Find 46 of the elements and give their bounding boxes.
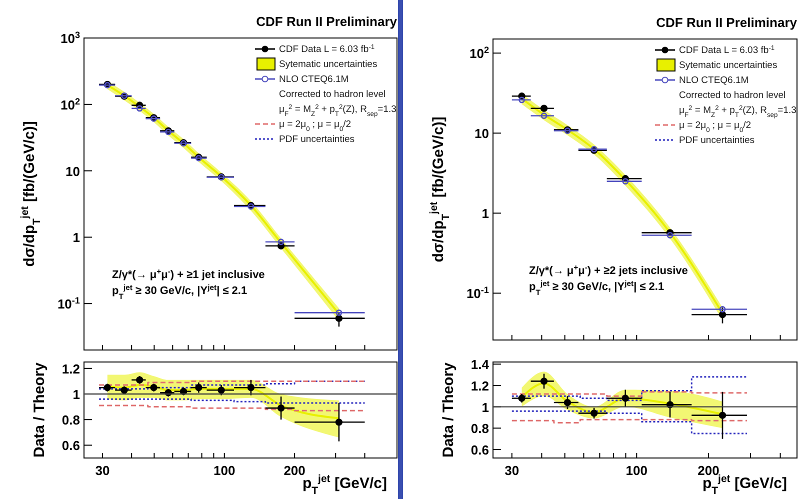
- text: μ = 2μ$_{0}$ ; μ = μ$_{0}$/2: [679, 120, 752, 134]
- legend-label: CDF Data L = 6.03 fb$^{-1}$: [679, 44, 775, 56]
- x-tick-label: 200: [698, 463, 720, 478]
- y-tick-label: 0.6: [62, 438, 80, 454]
- y-tick-label: 10: [474, 126, 489, 142]
- x-tick-label: 30: [504, 463, 520, 478]
- chart-title: CDF Run II Preliminary: [656, 15, 798, 30]
- x-tick-label: 100: [626, 463, 648, 478]
- text: μ = 2μ$_{0}$ ; μ = μ$_{0}$/2: [279, 119, 352, 132]
- y-tick-label: 1.2: [470, 378, 489, 394]
- y-tick-label: 1: [482, 400, 489, 415]
- y-tick-label: 10$^{2}$: [60, 96, 80, 112]
- y-tick-label: 0.8: [470, 421, 489, 436]
- text: PDF uncertainties: [279, 134, 355, 145]
- y-tick-label: 10$^{-1}$: [466, 285, 489, 302]
- legend-label: CDF Data L = 6.03 fb$^{-1}$: [279, 44, 375, 55]
- x-tick-label: 30: [95, 463, 110, 478]
- x-tick-label: 200: [284, 463, 306, 478]
- y-axis-title: Data / Theory: [31, 362, 48, 458]
- annotation: Corrected to hadron level: [279, 89, 386, 100]
- annotation: p$_{T}$$^{jet}$ ≥ 30 GeV/c, |Y$^{jet}$| ≤ 2.1: [112, 282, 248, 300]
- y-axis-title: Data / Theory: [440, 362, 457, 458]
- y-tick-label: 0.8: [62, 412, 80, 428]
- y-tick-label: 1.2: [62, 361, 80, 376]
- text: μ$_{F}$$^{2}$ = M$_{Z}$$^{2}$ + p$_{T}$$^{2}$(Z), R$_{sep}$=1.3: [679, 104, 796, 118]
- annotation: Z/γ*(→ μ$^{+}$μ$^{-}$) + ≥2 jets inclusive: [529, 262, 688, 277]
- text: μ$_{F}$$^{2}$ = M$_{Z}$$^{2}$ + p$_{T}$$^{2}$(Z), R$_{sep}$=1.3: [279, 104, 396, 118]
- y-tick-label: 1: [482, 206, 489, 222]
- y-tick-label: 1.4: [470, 357, 490, 372]
- text: PDF uncertainties: [679, 135, 755, 146]
- legend-label: Sytematic uncertainties: [279, 59, 378, 70]
- annotation: Z/γ*(→ μ$^{+}$μ$^{-}$) + ≥1 jet inclusive: [112, 266, 265, 281]
- legend-label: Sytematic uncertainties: [679, 60, 778, 71]
- y-tick-label: 1: [72, 230, 80, 246]
- y-tick-label: 1: [72, 387, 80, 402]
- legend-label: NLO CTEQ6.1M: [279, 74, 349, 85]
- y-tick-label: 10$^{3}$: [60, 30, 80, 46]
- legend-label: NLO CTEQ6.1M: [679, 75, 749, 86]
- x-tick-label: 100: [214, 463, 236, 478]
- y-tick-label: 10$^{2}$: [469, 45, 489, 62]
- annotation: p$_{T}$$^{jet}$ ≥ 30 GeV/c, |Y$^{jet}$| ≤ 2.1: [529, 278, 664, 296]
- chart-title: CDF Run II Preliminary: [256, 14, 398, 29]
- y-tick-label: 0.6: [470, 442, 489, 458]
- annotation: Corrected to hadron level: [679, 90, 786, 101]
- y-tick-label: 10: [66, 164, 80, 179]
- y-tick-label: 10$^{-1}$: [57, 296, 80, 312]
